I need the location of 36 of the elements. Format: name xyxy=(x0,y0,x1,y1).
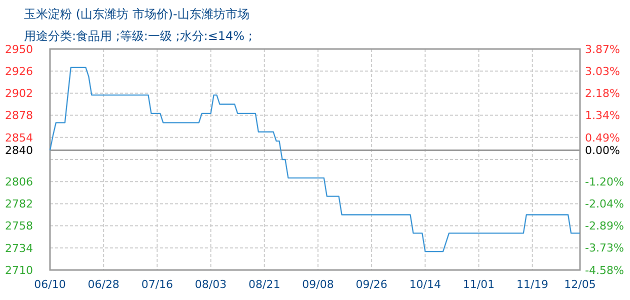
y2-tick-label: -4.58% xyxy=(585,264,624,277)
y2-tick-label: 3.03% xyxy=(585,64,620,78)
y2-tick-label: -1.20% xyxy=(585,175,624,188)
y2-tick-label: -2.89% xyxy=(585,220,624,233)
chart-subtitle: 用途分类:食品用 ;等级:一级 ;水分:≤14% ; xyxy=(24,29,252,43)
x-tick-label: 08/03 xyxy=(194,278,227,291)
x-tick-label: 06/10 xyxy=(34,278,66,291)
y-tick-label: 2902 xyxy=(5,87,33,100)
x-tick-label: 10/14 xyxy=(409,278,442,291)
x-tick-label: 06/28 xyxy=(88,278,120,291)
x-tick-label: 11/19 xyxy=(516,278,548,291)
y-tick-label: 2758 xyxy=(5,220,33,233)
y2-tick-label: 2.18% xyxy=(585,87,620,100)
x-tick-label: 08/21 xyxy=(248,278,280,291)
x-tick-label: 07/16 xyxy=(141,278,174,291)
y2-tick-label: -2.04% xyxy=(585,197,624,210)
y-tick-label: 2734 xyxy=(5,242,33,255)
y2-tick-label: 1.34% xyxy=(585,109,620,122)
y-tick-label: 2950 xyxy=(5,42,33,56)
y2-tick-label: -3.73% xyxy=(585,242,624,255)
y-tick-label: 2840 xyxy=(5,144,33,158)
y-tick-label: 2854 xyxy=(5,131,33,144)
y2-tick-label: 0.00% xyxy=(585,144,620,158)
x-tick-label: 09/08 xyxy=(302,278,334,291)
y2-tick-label: 3.87% xyxy=(585,42,620,56)
line-series xyxy=(49,66,581,252)
y-tick-label: 2782 xyxy=(5,198,33,211)
y-tick-label: 2926 xyxy=(5,64,33,78)
y-tick-label: 2806 xyxy=(5,175,33,188)
x-tick-label: 09/26 xyxy=(356,278,388,291)
y2-tick-label: 0.49% xyxy=(585,131,620,144)
x-tick-label: 11/01 xyxy=(462,278,495,291)
chart-title: 玉米淀粉 (山东潍坊 市场价)-山东潍坊市场 xyxy=(24,7,250,21)
y-tick-label: 2878 xyxy=(5,109,33,122)
y-tick-label: 2710 xyxy=(5,264,33,277)
x-tick-label: 12/05 xyxy=(564,278,596,291)
